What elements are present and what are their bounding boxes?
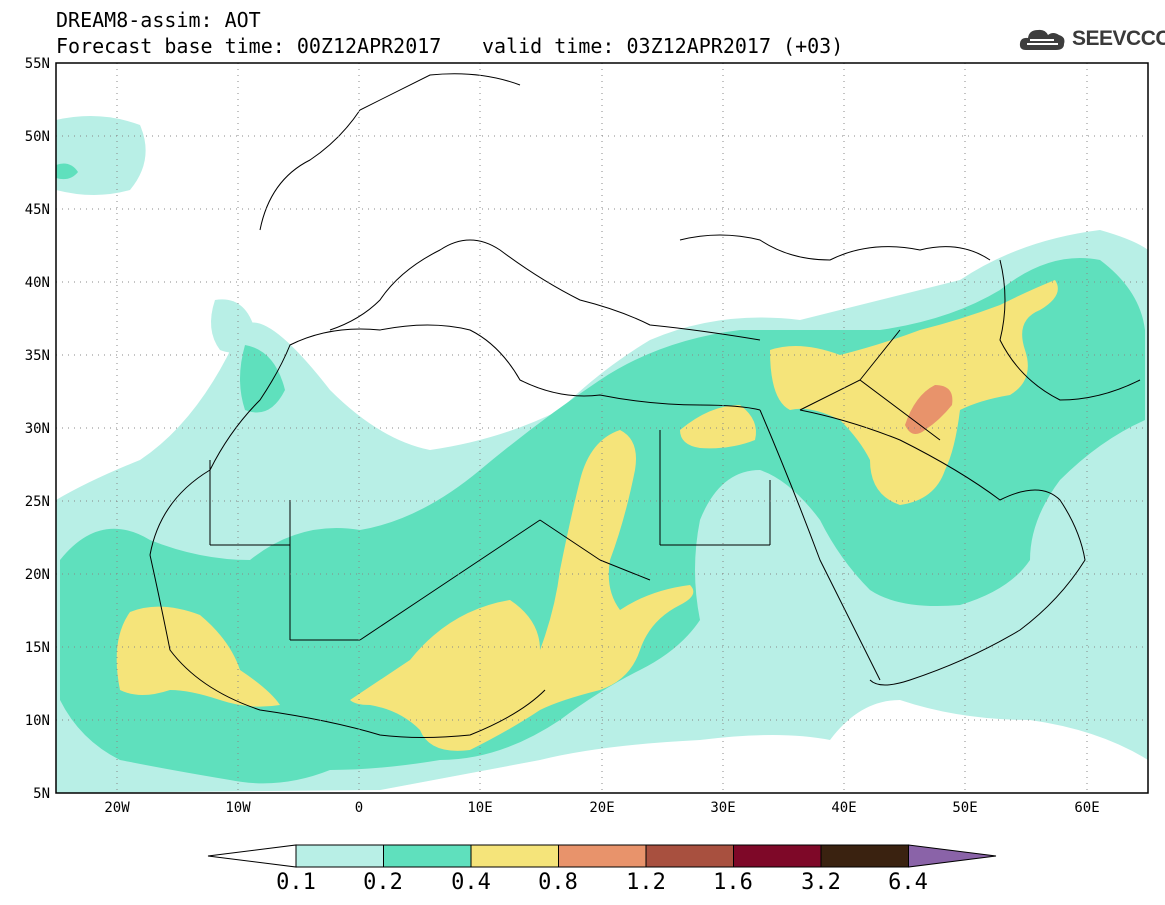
lat-tick: 35N xyxy=(25,348,50,364)
colorbar-bin xyxy=(383,844,472,868)
lon-tick: 50E xyxy=(952,800,977,816)
cloud-icon xyxy=(1019,29,1065,50)
aot-level-0.4-west xyxy=(116,606,281,707)
aot-level-0.4-egypt xyxy=(680,405,756,449)
lon-tick: 40E xyxy=(831,800,856,816)
lon-tick: 60E xyxy=(1074,800,1099,816)
colorbar-label: 0.8 xyxy=(538,870,578,895)
lon-tick: 20W xyxy=(104,800,130,816)
aot-level-0.2-west xyxy=(240,345,285,413)
lat-tick: 10N xyxy=(25,713,50,729)
lat-tick: 50N xyxy=(25,129,50,145)
aot-level-0.2-dot xyxy=(56,163,78,180)
lat-tick: 25N xyxy=(25,494,50,510)
colorbar-bin xyxy=(470,844,559,868)
lon-tick: 10W xyxy=(225,800,251,816)
lat-tick: 30N xyxy=(25,421,50,437)
colorbar-label: 6.4 xyxy=(888,870,928,895)
colorbar-under-arrow xyxy=(207,844,297,868)
colorbar-bin xyxy=(733,844,822,868)
lat-axis: 55N 50N 45N 40N 35N 30N 25N 20N 15N 10N … xyxy=(25,56,50,802)
logo-text: SEEVCCC xyxy=(1072,27,1165,50)
map-frame xyxy=(55,62,1149,794)
lon-tick: 20E xyxy=(589,800,614,816)
lon-tick: 10E xyxy=(467,800,492,816)
aot-level-0.4-mideast xyxy=(770,280,1058,505)
valid-time: valid time: 03Z12APR2017 (+03) xyxy=(482,34,844,58)
colorbar-over-arrow xyxy=(908,844,997,868)
lon-axis: 20W 10W 0 10E 20E 30E 40E 50E 60E xyxy=(104,800,1099,816)
colorbar xyxy=(207,844,997,868)
colorbar-label: 0.1 xyxy=(276,870,316,895)
colorbar-label: 0.2 xyxy=(363,870,403,895)
graticule xyxy=(56,63,1148,793)
lat-tick: 45N xyxy=(25,202,50,218)
lat-tick: 15N xyxy=(25,640,50,656)
seevccc-logo: SEEVCCC xyxy=(1018,22,1165,56)
lat-tick: 55N xyxy=(25,56,50,72)
colorbar-label: 1.2 xyxy=(626,870,666,895)
colorbar-label: 0.4 xyxy=(451,870,491,895)
lon-tick: 30E xyxy=(710,800,735,816)
lat-tick: 5N xyxy=(33,786,50,802)
colorbar-bin xyxy=(295,844,384,868)
lat-tick: 40N xyxy=(25,275,50,291)
colorbar-bin xyxy=(820,844,909,868)
colorbar-label: 1.6 xyxy=(713,870,753,895)
colorbar-bin xyxy=(645,844,734,868)
aot-field xyxy=(56,116,1148,793)
aot-level-0.1-north xyxy=(56,116,146,195)
aot-level-0.8 xyxy=(905,385,953,434)
colorbar-bin xyxy=(558,844,647,868)
map-title: DREAM8-assim: AOT xyxy=(56,8,261,32)
aot-level-0.1-west xyxy=(211,299,255,353)
coastlines xyxy=(149,73,1141,738)
forecast-base-time: Forecast base time: 00Z12APR2017 xyxy=(56,34,442,58)
colorbar-label: 3.2 xyxy=(801,870,841,895)
aot-level-0.4-central xyxy=(350,430,694,751)
lat-tick: 20N xyxy=(25,567,50,583)
lon-tick: 0 xyxy=(355,800,363,816)
